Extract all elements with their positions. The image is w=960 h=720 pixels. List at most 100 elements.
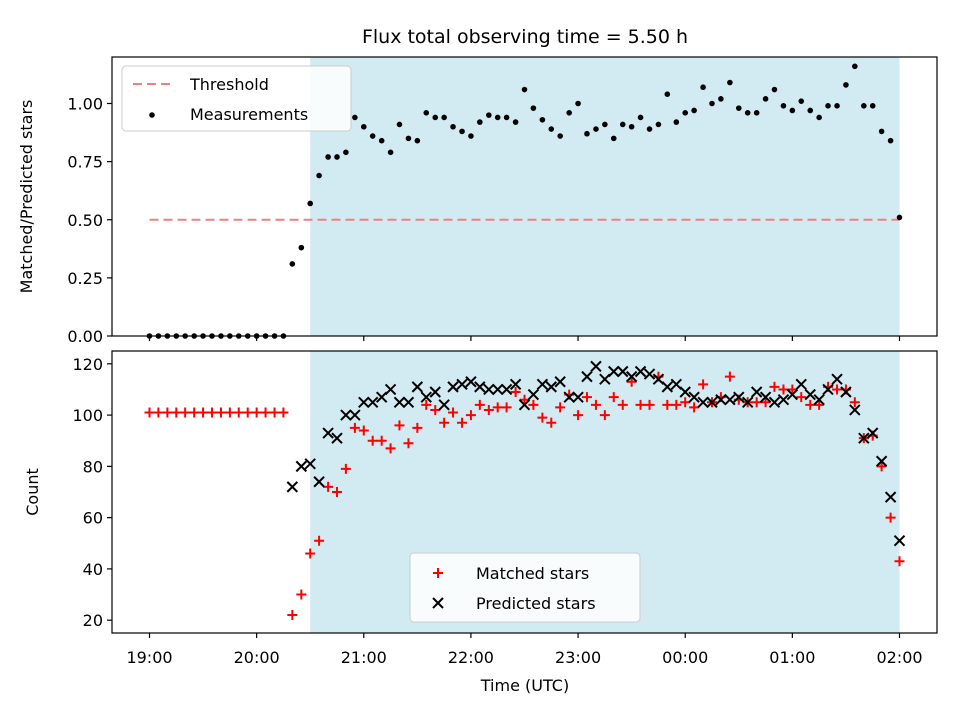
y-tick-label: 120 xyxy=(72,355,103,374)
data-point xyxy=(896,214,903,221)
data-point xyxy=(322,427,334,439)
data-point xyxy=(527,388,540,401)
data-point xyxy=(144,407,155,418)
y-tick-label: 100 xyxy=(72,406,103,425)
data-point xyxy=(385,443,396,454)
data-point xyxy=(393,396,406,408)
bottom-panel-counts: 20 40 60 80 100 120 19:00 20:00 21:00 22:00 23:00 0… xyxy=(23,350,938,667)
data-point xyxy=(786,388,799,401)
data-point xyxy=(555,402,566,413)
series-matched-stars xyxy=(144,371,905,621)
data-point xyxy=(753,110,760,116)
data-point xyxy=(635,399,646,410)
data-point xyxy=(352,114,358,121)
data-point xyxy=(483,404,494,415)
data-point xyxy=(759,391,772,403)
data-point xyxy=(760,397,771,408)
data-point xyxy=(530,105,537,111)
data-point xyxy=(805,399,816,410)
data-point xyxy=(366,396,379,408)
data-point xyxy=(778,384,789,395)
data-point xyxy=(590,360,602,373)
data-point xyxy=(733,391,745,403)
data-point xyxy=(215,407,226,418)
y-axis-label: Matched/Predicted stars xyxy=(17,100,36,294)
data-point xyxy=(655,121,662,128)
data-point xyxy=(780,103,787,109)
data-point xyxy=(706,396,718,408)
data-point xyxy=(340,463,351,474)
data-point xyxy=(796,392,807,403)
data-point xyxy=(671,399,682,410)
data-point xyxy=(509,378,522,391)
data-point xyxy=(459,128,465,135)
data-point xyxy=(423,110,430,116)
data-point xyxy=(420,391,432,403)
data-point xyxy=(608,392,619,403)
data-point xyxy=(893,535,906,547)
y-tick-label: 1.00 xyxy=(67,95,103,114)
data-point xyxy=(518,399,531,411)
x-tick-label: 20:00 xyxy=(234,648,280,667)
data-point xyxy=(546,417,557,428)
data-point xyxy=(789,107,796,114)
data-point xyxy=(378,137,385,144)
data-point xyxy=(298,244,305,251)
data-point xyxy=(494,114,501,121)
legend-matched-swatch xyxy=(433,568,443,578)
data-point xyxy=(581,370,593,383)
data-point xyxy=(751,397,762,408)
x-tick-label: 21:00 xyxy=(341,648,387,667)
data-point xyxy=(316,172,322,179)
legend-measurements-label: Measurements xyxy=(190,105,308,124)
data-point xyxy=(304,458,316,470)
data-point xyxy=(331,432,343,444)
data-point xyxy=(858,432,870,444)
data-point xyxy=(602,121,608,128)
data-point xyxy=(349,422,360,433)
data-point xyxy=(673,119,680,125)
data-point xyxy=(777,394,790,406)
data-point xyxy=(286,481,299,493)
data-point xyxy=(795,378,807,391)
x-tick-label: 00:00 xyxy=(662,648,708,667)
data-point xyxy=(825,103,831,109)
y-axis-label: Count xyxy=(23,468,42,516)
data-point xyxy=(581,392,592,403)
data-point xyxy=(646,126,653,132)
data-point xyxy=(768,396,781,408)
series-predicted-stars xyxy=(286,360,906,547)
data-point xyxy=(474,381,486,393)
data-point xyxy=(724,371,735,382)
axes-frame xyxy=(111,350,938,634)
data-point xyxy=(343,149,349,156)
data-point xyxy=(689,402,700,413)
data-point xyxy=(831,373,843,385)
data-point xyxy=(314,535,325,546)
data-point xyxy=(798,98,805,104)
axes-frame xyxy=(111,56,938,337)
data-point xyxy=(483,383,495,396)
data-point xyxy=(456,378,468,391)
data-point xyxy=(861,103,867,109)
data-point xyxy=(307,200,314,207)
series-measurements xyxy=(146,63,903,339)
data-point xyxy=(295,460,308,473)
data-point xyxy=(554,376,566,388)
data-point xyxy=(887,137,894,144)
observing-window-shade xyxy=(310,57,900,336)
data-point xyxy=(512,119,519,125)
legend-predicted-swatch xyxy=(432,597,444,609)
data-point xyxy=(557,133,563,139)
data-point xyxy=(332,487,342,497)
data-point xyxy=(501,402,512,413)
data-point xyxy=(804,388,816,401)
data-point xyxy=(584,130,590,137)
data-point xyxy=(448,407,459,418)
data-point xyxy=(709,100,715,107)
data-point xyxy=(334,154,340,160)
data-point xyxy=(617,399,628,410)
data-point xyxy=(412,422,423,433)
data-point xyxy=(599,410,610,421)
data-point xyxy=(189,407,200,418)
